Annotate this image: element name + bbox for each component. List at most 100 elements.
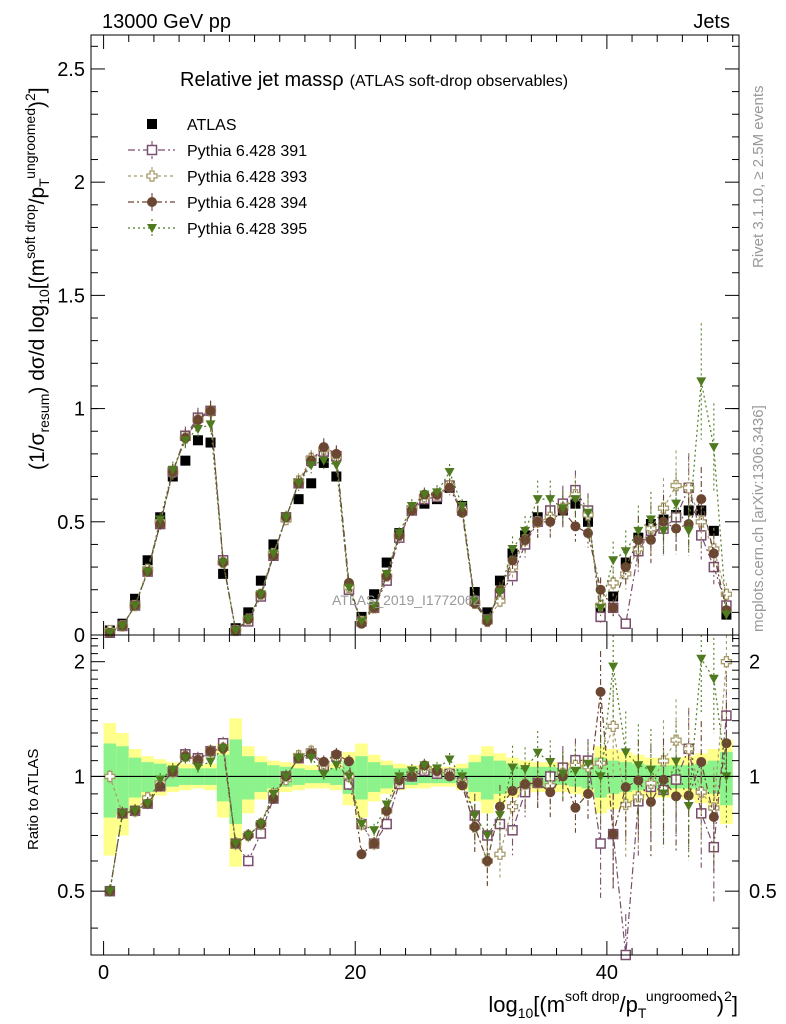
data-point: [645, 515, 656, 525]
ratio-point: [595, 838, 606, 849]
ratio-point: [444, 771, 455, 782]
legend-marker: [147, 119, 157, 129]
chart-title-main: Relative jet massρ: [180, 69, 344, 91]
ratio-point: [356, 820, 367, 830]
ratio-point: [570, 766, 581, 776]
data-point: [331, 461, 342, 471]
band-inner: [128, 757, 142, 798]
ratio-point: [633, 761, 644, 771]
data-point: [532, 495, 543, 505]
ratio-line: [109, 656, 728, 892]
y-tick-label: 0: [74, 625, 85, 647]
ratio-point: [482, 831, 493, 841]
band-inner: [367, 762, 381, 793]
x-tick-label: 0: [98, 962, 109, 984]
data-point: [557, 504, 568, 514]
ratio-point: [255, 820, 266, 830]
main-plot-area: [104, 323, 733, 638]
data-point: [507, 555, 518, 566]
ratio-point: [331, 749, 342, 760]
ratio-point: [608, 662, 619, 672]
ratio-point: [167, 765, 178, 775]
data-point: [494, 575, 505, 586]
ratio-point: [130, 806, 141, 816]
ratio-point: [343, 756, 354, 767]
data-point: [570, 521, 581, 532]
ratio-point: [545, 787, 556, 798]
data-point: [482, 615, 493, 625]
ratio-point: [293, 754, 304, 764]
ratio-point: [520, 765, 531, 775]
data-point: [595, 611, 606, 623]
ratio-point: [369, 838, 380, 849]
data-point: [607, 577, 619, 589]
ratio-point: [595, 772, 606, 782]
ratio-series-pythia-6-428-391: [104, 674, 732, 961]
band-inner: [241, 756, 255, 800]
data-point: [482, 607, 493, 618]
data-point: [218, 568, 229, 579]
ratio-y-axis-label: Ratio to ATLAS: [25, 749, 42, 850]
ratio-y-tick-label-right: 1: [749, 766, 760, 788]
main-y-axis: 0 0.5 1 1.5 2 2.5: [57, 35, 739, 647]
data-point: [444, 467, 455, 477]
data-point: [671, 499, 682, 509]
ratio-point: [192, 754, 203, 765]
ratio-point: [658, 774, 669, 785]
data-point: [243, 607, 254, 618]
chart-subtitle: (ATLAS soft-drop observables): [350, 73, 568, 90]
data-point: [595, 603, 606, 613]
data-point: [406, 501, 417, 511]
legend-marker: [146, 170, 158, 182]
y-tick-label: 2.5: [57, 59, 85, 81]
data-point: [381, 557, 392, 568]
data-point: [583, 508, 594, 518]
ratio-point: [683, 743, 695, 755]
data-point: [469, 586, 480, 597]
data-point: [595, 584, 606, 595]
ratio-point: [318, 770, 329, 780]
ratio-point: [394, 772, 405, 782]
ratio-point: [482, 855, 493, 866]
ratio-line: [109, 715, 728, 956]
chart-title: Relative jet massρ (ATLAS soft-drop obser…: [180, 69, 568, 91]
data-point: [708, 548, 719, 559]
ratio-point: [306, 753, 317, 763]
data-point: [419, 490, 430, 500]
data-point: [708, 525, 719, 536]
legend-entry: Pythia 6.428 395: [128, 219, 307, 238]
ratio-y-axis: 0.5 0.5 1 1 2 2: [57, 638, 777, 929]
data-point: [293, 479, 304, 489]
data-point: [293, 494, 304, 505]
data-point: [620, 547, 631, 557]
data-point: [520, 526, 531, 536]
ratio-point: [494, 848, 506, 860]
data-point: [494, 595, 506, 607]
data-point: [494, 587, 505, 597]
data-point: [205, 405, 216, 416]
data-point: [369, 589, 380, 600]
data-point: [670, 479, 682, 492]
ratio-point: [494, 801, 505, 812]
y-tick-label: 1: [74, 399, 85, 421]
data-point: [545, 516, 556, 527]
x-tick-label: 40: [596, 962, 618, 984]
ratio-point: [532, 748, 543, 758]
main-panel: 0 0.5 1 1.5 2 2.5 ATLAS_2019_I1772062 Relativ…: [22, 34, 740, 647]
ratio-point: [331, 761, 342, 771]
ratio-y-tick-label-right: 0.5: [749, 881, 777, 903]
band-inner: [468, 762, 482, 793]
ratio-point: [381, 805, 392, 816]
ratio-point: [432, 764, 443, 774]
ratio-point: [192, 763, 203, 773]
data-point: [192, 424, 203, 434]
ratio-point: [594, 757, 607, 769]
data-point: [142, 567, 153, 577]
ratio-point: [683, 802, 694, 812]
data-point: [130, 593, 141, 604]
data-point: [608, 556, 619, 566]
ratio-series-pythia-6-428-395: [104, 635, 732, 898]
legend-entry: Pythia 6.428 393: [128, 167, 307, 186]
legend-entry: Pythia 6.428 391: [128, 141, 307, 160]
mcplots-label: mcplots.cern.ch [arXiv:1306.3436]: [750, 405, 767, 632]
